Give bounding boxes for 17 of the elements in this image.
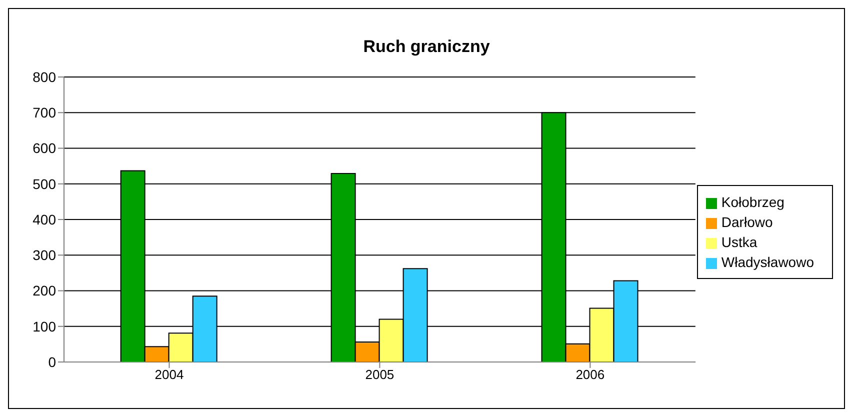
y-tick-label: 800 xyxy=(32,68,56,85)
y-tick-label: 300 xyxy=(32,247,56,264)
x-tick-label: 2005 xyxy=(365,367,394,382)
x-tick-label: 2004 xyxy=(154,367,184,382)
legend-label: Ustka xyxy=(721,234,758,250)
y-tick-label: 200 xyxy=(32,282,56,299)
legend-label: Darłowo xyxy=(721,214,773,230)
y-tick-label: 100 xyxy=(32,318,56,334)
y-tick-label: 0 xyxy=(48,354,56,370)
y-tick-label: 600 xyxy=(32,140,56,156)
legend-label: Kołobrzeg xyxy=(721,194,784,210)
y-tick-label: 400 xyxy=(32,211,56,228)
y-tick-label: 700 xyxy=(32,104,56,121)
chart-title: Ruch graniczny xyxy=(362,36,491,58)
y-tick-label: 500 xyxy=(32,176,56,192)
x-tick-label: 2006 xyxy=(576,367,605,382)
legend-label: Władysławowo xyxy=(721,254,814,270)
